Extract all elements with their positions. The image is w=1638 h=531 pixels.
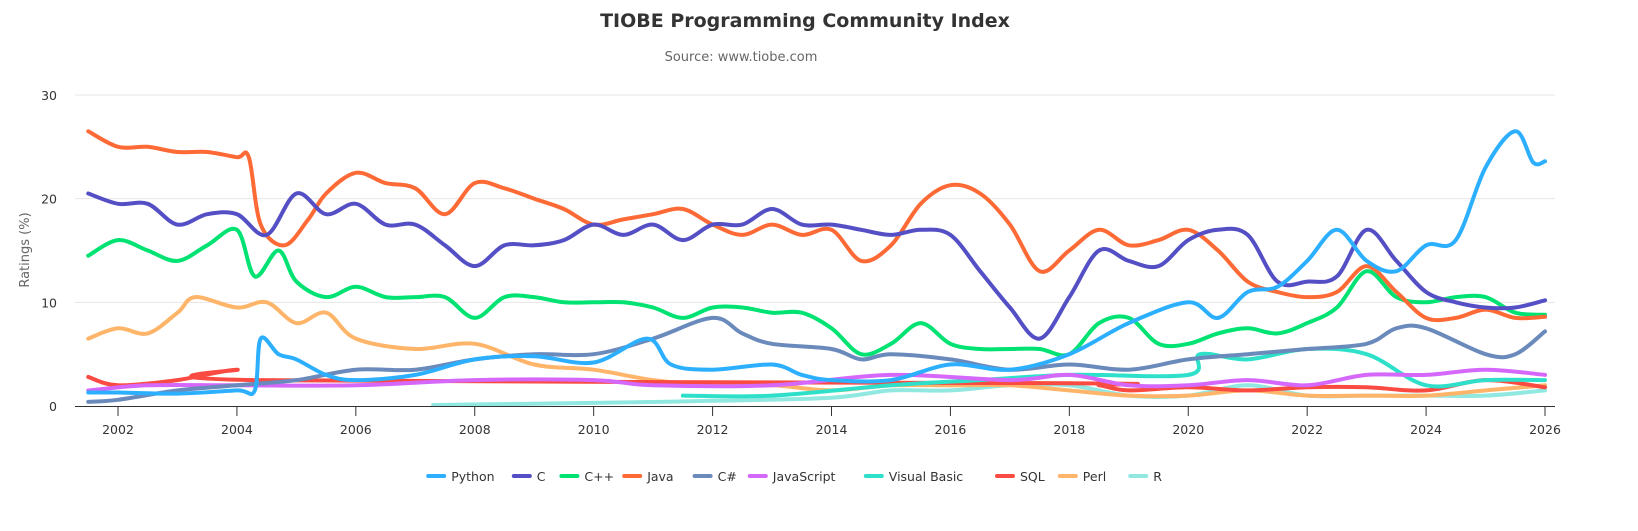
legend-item-java[interactable]: Java (622, 469, 674, 484)
legend-item-c[interactable]: C (511, 469, 546, 484)
y-tick-label: 0 (49, 399, 57, 414)
legend-label: C++ (584, 469, 614, 484)
x-tick-label: 2018 (1053, 422, 1085, 437)
legend-item-c-[interactable]: C++ (559, 469, 614, 484)
grid (75, 94, 1555, 303)
x-tick-label: 2024 (1410, 422, 1442, 437)
x-tick-label: 2010 (578, 422, 610, 437)
legend-label: JavaScript (772, 469, 836, 484)
series-line-c-[interactable] (86, 226, 1547, 358)
series-line-c[interactable] (86, 191, 1547, 341)
series-line-python[interactable] (86, 129, 1547, 397)
legend: Python C C++ Java C# JavaScript Visual Basic SQ… (426, 469, 1162, 484)
legend-item-python[interactable]: Python (426, 469, 495, 484)
legend-item-c-[interactable]: C# (692, 469, 737, 484)
x-tick-label: 2012 (697, 422, 729, 437)
legend-label: C (537, 469, 546, 484)
x-tick-label: 2006 (340, 422, 372, 437)
y-axis: 0 10 20 30 (41, 88, 57, 414)
legend-label: Visual Basic (889, 469, 964, 484)
y-tick-label: 30 (41, 88, 57, 103)
x-tick-label: 2002 (102, 422, 134, 437)
x-tick-label: 2022 (1291, 422, 1323, 437)
legend-item-sql[interactable]: SQL (995, 469, 1045, 484)
x-tick-label: 2014 (816, 422, 848, 437)
y-tick-label: 10 (41, 295, 57, 310)
legend-item-r[interactable]: R (1128, 469, 1162, 484)
x-tick-label: 2004 (221, 422, 253, 437)
y-axis-title: Ratings (%) (18, 212, 33, 287)
legend-item-perl[interactable]: Perl (1057, 469, 1106, 484)
series-line-visual-basic[interactable] (680, 346, 1547, 399)
legend-label: R (1153, 469, 1162, 484)
legend-label: Perl (1083, 469, 1106, 484)
legend-label: SQL (1020, 469, 1045, 484)
y-tick-label: 20 (41, 192, 57, 207)
x-tick-label: 2020 (1172, 422, 1204, 437)
x-tick-label: 2008 (459, 422, 491, 437)
chart-title: TIOBE Programming Community Index (600, 10, 1010, 32)
legend-label: C# (718, 469, 737, 484)
legend-item-visual-basic[interactable]: Visual Basic (863, 469, 964, 484)
chart-subtitle: Source: www.tiobe.com (664, 50, 818, 65)
legend-item-javascript[interactable]: JavaScript (747, 469, 836, 484)
x-tick-label: 2016 (935, 422, 967, 437)
series-line-c-[interactable] (86, 315, 1547, 404)
legend-label: Java (646, 469, 673, 484)
series-lines (86, 129, 1547, 407)
legend-label: Python (451, 469, 494, 484)
x-axis: 2002 2004 2006 2008 2010 2012 2014 2016 2018 2020… (75, 406, 1561, 437)
x-tick-label: 2026 (1529, 422, 1561, 437)
series-line-java[interactable] (86, 129, 1547, 323)
